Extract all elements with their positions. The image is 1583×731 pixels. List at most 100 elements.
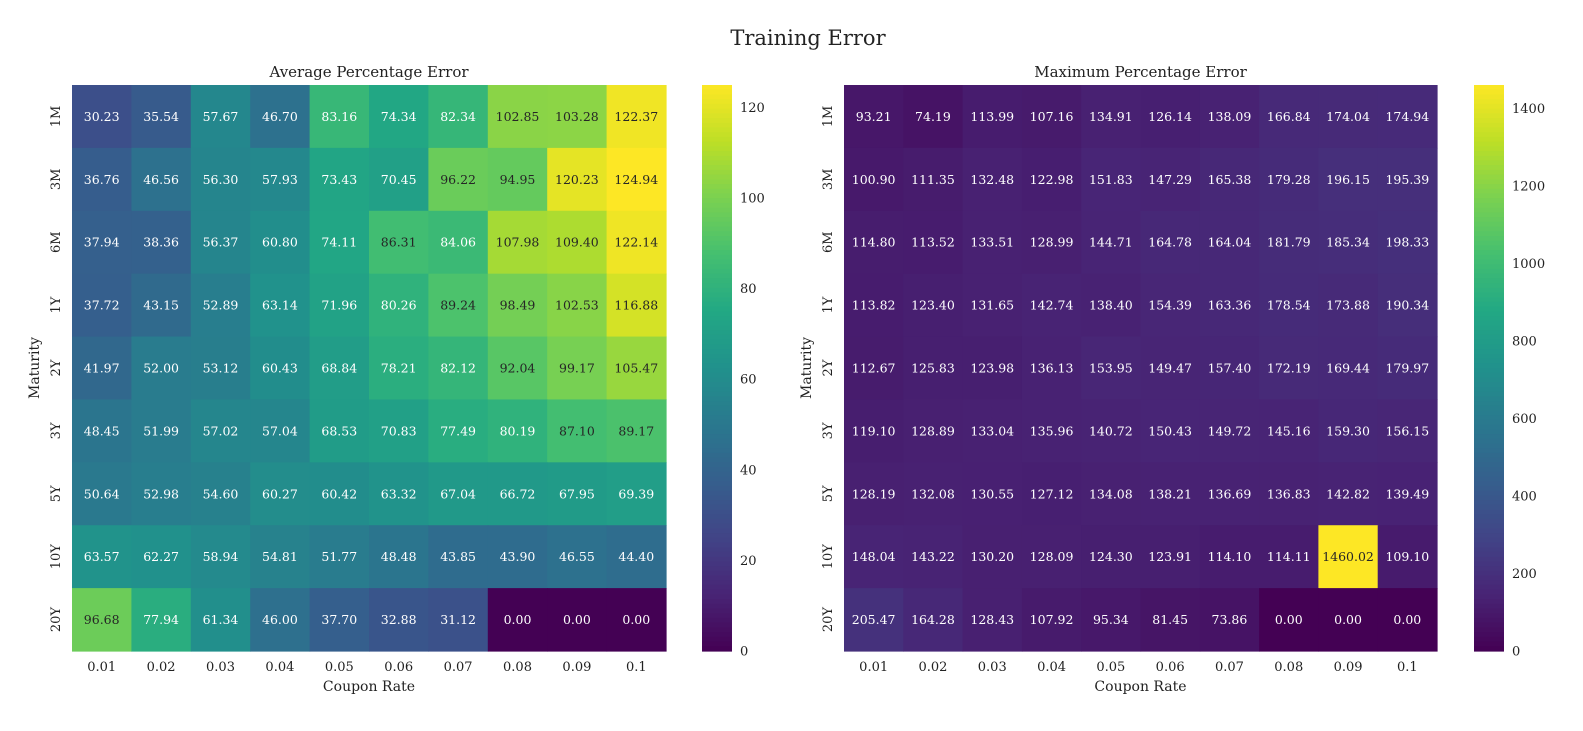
colorbar-segment	[702, 169, 732, 176]
heatmap-cell	[844, 85, 904, 149]
cell-value-label: 0.00	[504, 612, 532, 627]
colorbar-segment	[1474, 174, 1504, 180]
heatmap-cell	[369, 588, 429, 652]
cell-value-label: 62.27	[143, 549, 179, 564]
y-axis-label: Maturity	[27, 337, 43, 399]
cell-value-label: 134.91	[1089, 109, 1133, 124]
colorbar-segment	[1474, 547, 1504, 553]
heatmap-cell	[962, 147, 1023, 212]
colorbar-segment	[1474, 485, 1504, 492]
cell-value-label: 57.93	[262, 172, 298, 187]
colorbar-segment	[1474, 89, 1504, 96]
colorbar-segment	[1474, 415, 1504, 421]
colorbar-segment	[702, 349, 732, 355]
colorbar-segment	[702, 151, 732, 157]
colorbar-segment	[1474, 584, 1504, 591]
cell-value-label: 178.54	[1267, 298, 1311, 313]
colorbar-segment	[702, 523, 732, 529]
heatmap-cell	[606, 147, 667, 212]
colorbar-segment	[1474, 226, 1504, 232]
x-tick-label: 0.05	[325, 660, 354, 675]
cell-value-label: 142.82	[1326, 486, 1370, 501]
colorbar-segment	[1474, 188, 1504, 195]
colorbar-segment	[1474, 641, 1504, 647]
colorbar-segment	[702, 273, 732, 279]
colorbar-segment	[702, 141, 732, 147]
heatmap-cell	[309, 588, 370, 652]
colorbar-segment	[1474, 382, 1504, 388]
cell-value-label: 157.40	[1208, 361, 1252, 376]
heatmap-cell	[1318, 336, 1379, 401]
heatmap-cell	[962, 273, 1023, 338]
cell-value-label: 125.83	[911, 361, 955, 376]
colorbar-segment	[1474, 320, 1504, 327]
heatmap-cell	[72, 210, 132, 275]
colorbar-segment	[1474, 457, 1504, 463]
cell-value-label: 38.36	[143, 235, 179, 250]
colorbar-segment	[702, 448, 732, 454]
cell-value-label: 57.04	[262, 423, 298, 438]
colorbar-segment	[702, 561, 732, 567]
colorbar-segment	[702, 556, 732, 562]
cell-value-label: 181.79	[1267, 235, 1311, 250]
cell-value-label: 66.72	[500, 486, 536, 501]
colorbar-tick-label: 200	[1512, 567, 1537, 582]
cell-value-label: 84.06	[440, 235, 476, 250]
colorbar-segment	[702, 419, 732, 426]
colorbar-segment	[702, 127, 732, 133]
colorbar-segment	[1474, 533, 1504, 539]
colorbar-segment	[702, 613, 732, 619]
colorbar-segment	[1474, 292, 1504, 298]
heatmap-cell	[1377, 210, 1438, 275]
cell-value-label: 109.10	[1385, 549, 1429, 564]
heatmap-cell	[428, 336, 489, 401]
cell-value-label: 136.83	[1267, 486, 1311, 501]
colorbar-tick-label: 20	[740, 554, 757, 569]
cell-value-label: 77.94	[143, 612, 179, 627]
cell-value-label: 89.24	[440, 298, 476, 313]
heatmap-cell	[487, 462, 548, 526]
colorbar-segment	[1474, 235, 1504, 242]
heatmap-cell	[1377, 85, 1438, 149]
heatmap-cell	[547, 525, 608, 589]
cell-value-label: 95.34	[1093, 612, 1129, 627]
heatmap-cell	[250, 588, 311, 652]
subplot-title: Average Percentage Error	[268, 63, 469, 81]
colorbar-segment	[1474, 443, 1504, 449]
colorbar-segment	[702, 377, 732, 383]
colorbar-segment	[1474, 570, 1504, 577]
cell-value-label: 87.10	[559, 423, 595, 438]
cell-value-label: 30.23	[84, 109, 120, 124]
cell-value-label: 111.35	[911, 172, 955, 187]
heatmap-cell	[962, 399, 1023, 463]
cell-value-label: 123.40	[911, 298, 955, 313]
cell-value-label: 174.04	[1326, 109, 1370, 124]
cell-value-label: 136.13	[1030, 361, 1074, 376]
cell-value-label: 60.27	[262, 486, 298, 501]
cell-value-label: 63.14	[262, 298, 298, 313]
heatmap-cell	[1021, 85, 1082, 149]
cell-value-label: 130.20	[970, 549, 1014, 564]
colorbar-tick-label: 400	[1512, 489, 1537, 504]
heatmap-cell	[606, 85, 667, 149]
heatmap-cell	[428, 525, 489, 589]
cell-value-label: 153.95	[1089, 361, 1133, 376]
colorbar-segment	[702, 617, 732, 624]
cell-value-label: 113.52	[911, 235, 955, 250]
cell-value-label: 116.88	[614, 298, 658, 313]
heatmap-cell	[903, 525, 964, 589]
heatmap-cell	[903, 85, 964, 149]
colorbar-segment	[702, 391, 732, 397]
colorbar-segment	[702, 212, 732, 218]
cell-value-label: 73.43	[321, 172, 357, 187]
colorbar-segment	[1474, 240, 1504, 246]
heatmap-cell	[1318, 525, 1379, 589]
colorbar-segment	[702, 316, 732, 322]
colorbar-segment	[702, 457, 732, 463]
heatmap-cell	[250, 399, 311, 463]
heatmap-cell	[309, 462, 370, 526]
x-tick-label: 0.07	[444, 660, 473, 675]
colorbar-segment	[1474, 278, 1504, 284]
colorbar-segment	[1474, 212, 1504, 218]
